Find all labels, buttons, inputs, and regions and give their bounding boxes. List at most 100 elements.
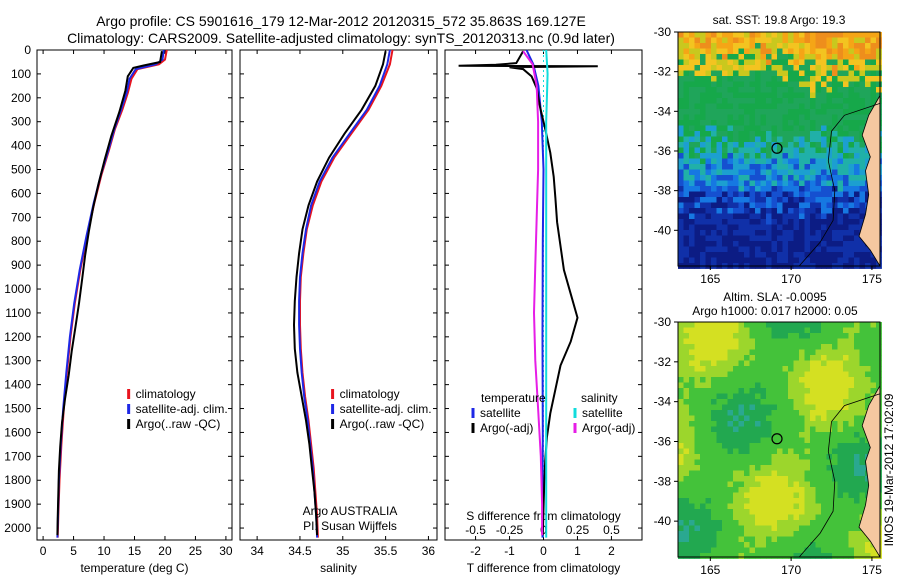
map-cell <box>848 520 855 526</box>
map-cell <box>678 153 684 159</box>
map-cell <box>727 388 734 394</box>
map-cell <box>678 454 684 460</box>
map-cell <box>821 531 827 537</box>
map-cell <box>832 393 838 400</box>
map-cell <box>722 492 728 499</box>
map-cell <box>815 525 822 532</box>
salinity-panel: 34 34.5 35 35.5 36salinityclimatologysatelli… <box>239 49 438 575</box>
map-cell <box>716 377 723 383</box>
map-cell <box>755 114 761 121</box>
map-cell <box>766 81 772 88</box>
map-cell <box>876 43 882 49</box>
map-cell <box>832 54 838 60</box>
map-cell <box>788 208 794 214</box>
map-cell <box>733 169 739 176</box>
map-cell <box>859 492 866 499</box>
map-cell <box>854 382 860 389</box>
map-cell <box>843 246 849 253</box>
map-cell <box>760 92 767 99</box>
map-cell <box>689 410 695 416</box>
map-cell <box>694 70 701 77</box>
map-cell <box>804 147 811 154</box>
map-cell <box>782 520 789 526</box>
map-cell <box>727 48 734 55</box>
map-cell <box>755 459 761 466</box>
map-cell <box>694 32 701 38</box>
map-cell <box>799 382 805 389</box>
map-cell <box>700 371 706 378</box>
map-cell <box>727 349 734 356</box>
map-cell <box>689 437 695 444</box>
map-cell <box>760 98 767 104</box>
map-cell <box>854 87 860 93</box>
map-title: Altim. SLA: -0.0095 <box>723 290 827 304</box>
map-cell <box>694 503 701 510</box>
map-cell <box>694 382 701 389</box>
map-cell <box>738 136 745 143</box>
map-cell <box>738 553 745 559</box>
map-cell <box>738 142 745 148</box>
map-cell <box>865 37 871 44</box>
map-cell <box>859 252 866 258</box>
map-cell <box>711 109 717 115</box>
map-cell <box>859 213 866 220</box>
map-cell <box>832 147 838 154</box>
map-cell <box>876 32 882 38</box>
x-tick-label: 34 <box>250 544 264 558</box>
map-cell <box>760 208 767 214</box>
map-cell <box>716 553 723 559</box>
map-cell <box>755 65 761 71</box>
map-cell <box>755 520 761 526</box>
map-cell <box>793 542 800 548</box>
legend-label: Argo(..raw -QC) <box>340 417 425 431</box>
map-cell <box>716 109 723 115</box>
map-cell <box>854 37 860 44</box>
map-cell <box>782 426 789 433</box>
y-tick-label: 1300 <box>4 354 31 368</box>
map-cell <box>832 43 838 49</box>
map-cell <box>848 252 855 258</box>
map-cell <box>810 443 816 449</box>
map-cell <box>837 448 844 455</box>
map-cell <box>760 131 767 137</box>
map-cell <box>711 252 717 258</box>
map-cell <box>865 32 871 38</box>
map-cell <box>683 54 690 60</box>
map-cell <box>738 147 745 154</box>
map-cell <box>744 230 750 236</box>
map-cell <box>738 344 745 350</box>
map-cell <box>760 158 767 165</box>
map-cell <box>711 492 717 499</box>
map-cell <box>832 114 838 121</box>
map-cell <box>711 213 717 220</box>
map-cell <box>793 87 800 93</box>
map-cell <box>799 388 805 394</box>
map-cell <box>700 459 706 466</box>
map-cell <box>689 213 695 220</box>
map-cell <box>683 213 690 220</box>
map-cell <box>683 388 690 394</box>
map-cell <box>716 191 723 198</box>
map-cell <box>683 382 690 389</box>
map-cell <box>727 213 734 220</box>
map-cell <box>821 257 827 264</box>
map-cell <box>755 536 761 543</box>
map-cell <box>733 525 739 532</box>
map-cell <box>722 338 728 345</box>
map-cell <box>810 153 816 159</box>
map-cell <box>771 355 778 361</box>
map-cell <box>744 542 750 548</box>
map-cell <box>854 235 860 242</box>
map-cell <box>782 180 789 187</box>
map-cell <box>744 338 750 345</box>
map-cell <box>859 432 866 438</box>
map-cell <box>716 426 723 433</box>
map-cell <box>832 454 838 460</box>
map-cell <box>854 349 860 356</box>
map-cell <box>815 70 822 77</box>
map-cell <box>826 92 833 99</box>
map-cell <box>826 459 833 466</box>
map-cell <box>854 459 860 466</box>
map-cell <box>700 186 706 192</box>
map-cell <box>793 92 800 99</box>
